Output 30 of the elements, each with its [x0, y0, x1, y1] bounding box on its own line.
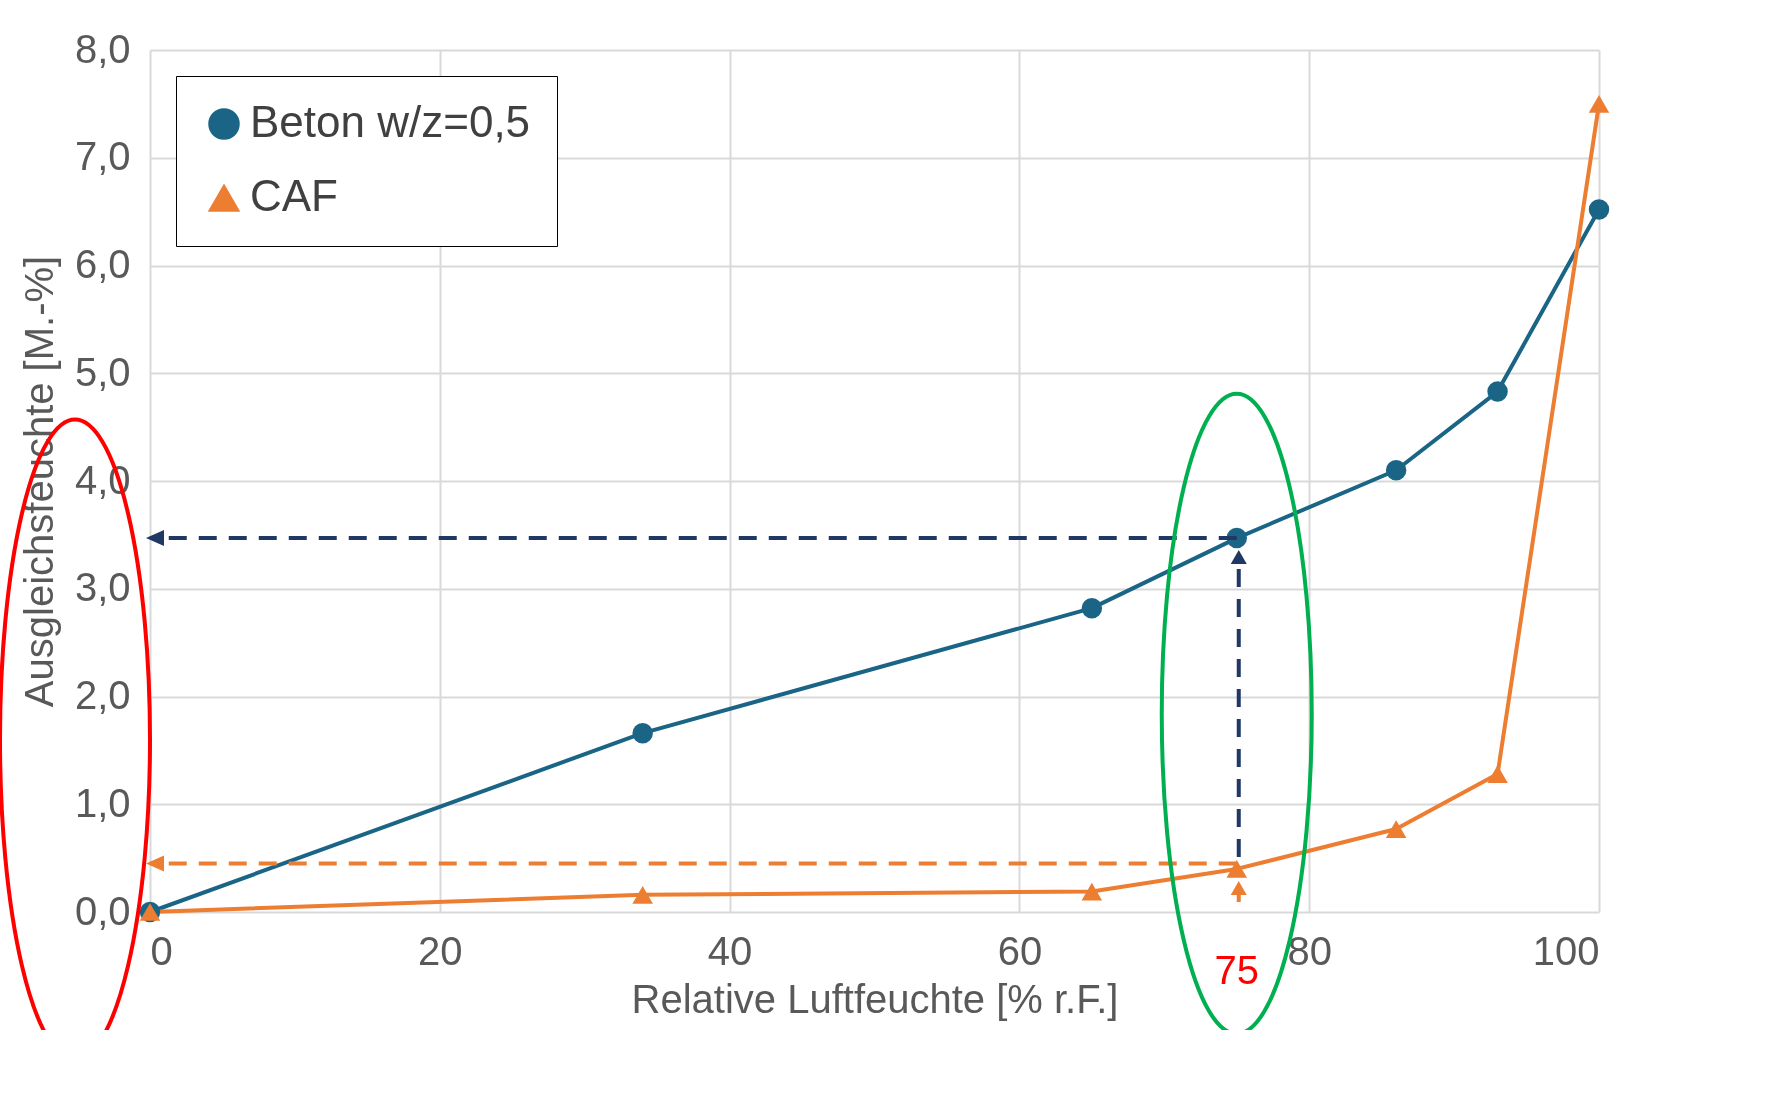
legend-label: Beton w/z=0,5 — [250, 97, 531, 146]
y-tick-label: 7,0 — [74, 134, 131, 179]
x-tick-label: 60 — [997, 928, 1043, 973]
point — [1588, 199, 1610, 220]
y-tick-label: 2,0 — [74, 673, 131, 717]
point — [1226, 860, 1247, 878]
point — [1081, 882, 1103, 901]
x-tick-label: 80 — [1287, 928, 1332, 973]
point — [1588, 95, 1610, 113]
y-tick-label: 6,0 — [74, 242, 131, 286]
point — [1487, 381, 1508, 402]
y-tick-label: 0,0 — [74, 888, 131, 933]
y-tick-label: 5,0 — [74, 349, 131, 394]
x-tick-label: 0 — [150, 928, 173, 973]
y-axis-title: Ausgleichsfeuchte [M.-%] — [16, 255, 61, 708]
x-tick-label: 20 — [418, 928, 463, 973]
text: 75 — [1214, 948, 1259, 992]
point — [1385, 460, 1407, 481]
x-tick-label: 100 — [1532, 928, 1600, 973]
point — [1081, 597, 1103, 619]
point — [1487, 765, 1508, 783]
x-axis-title: Relative Luftfeuchte [% r.F.] — [631, 976, 1119, 1021]
point — [632, 722, 653, 744]
y-tick-label: 1,0 — [74, 780, 131, 825]
point — [632, 885, 653, 904]
y-tick-label: 8,0 — [74, 26, 131, 71]
x-tick-label: 40 — [707, 928, 753, 973]
point — [1385, 820, 1407, 838]
legend-label: CAF — [250, 171, 338, 220]
y-tick-label: 3,0 — [74, 565, 131, 610]
